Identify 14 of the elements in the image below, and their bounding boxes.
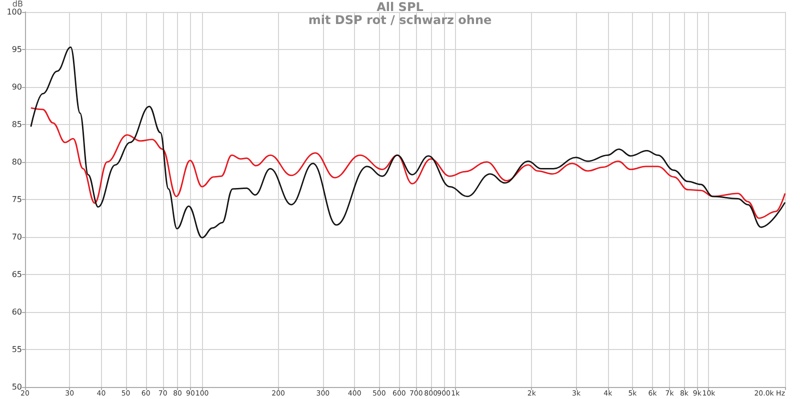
y-tick-label: 70: [12, 232, 22, 242]
y-tick-label: 55: [12, 344, 22, 354]
y-tick-label: 90: [12, 82, 22, 92]
y-axis-title: dB: [12, 0, 23, 8]
y-tick-label: 95: [12, 44, 22, 54]
y-tick-label: 75: [12, 194, 22, 204]
chart-title: All SPL: [376, 0, 424, 14]
y-tick-label: 80: [12, 157, 22, 166]
y-tick-label: 65: [12, 270, 22, 279]
y-tick-label: 60: [12, 307, 22, 316]
y-tick-label: 100: [6, 7, 22, 16]
y-tick-label: 85: [12, 120, 22, 129]
chart-subtitle: mit DSP rot / schwarz ohne: [308, 13, 492, 27]
y-tick-label: 50: [12, 382, 22, 392]
